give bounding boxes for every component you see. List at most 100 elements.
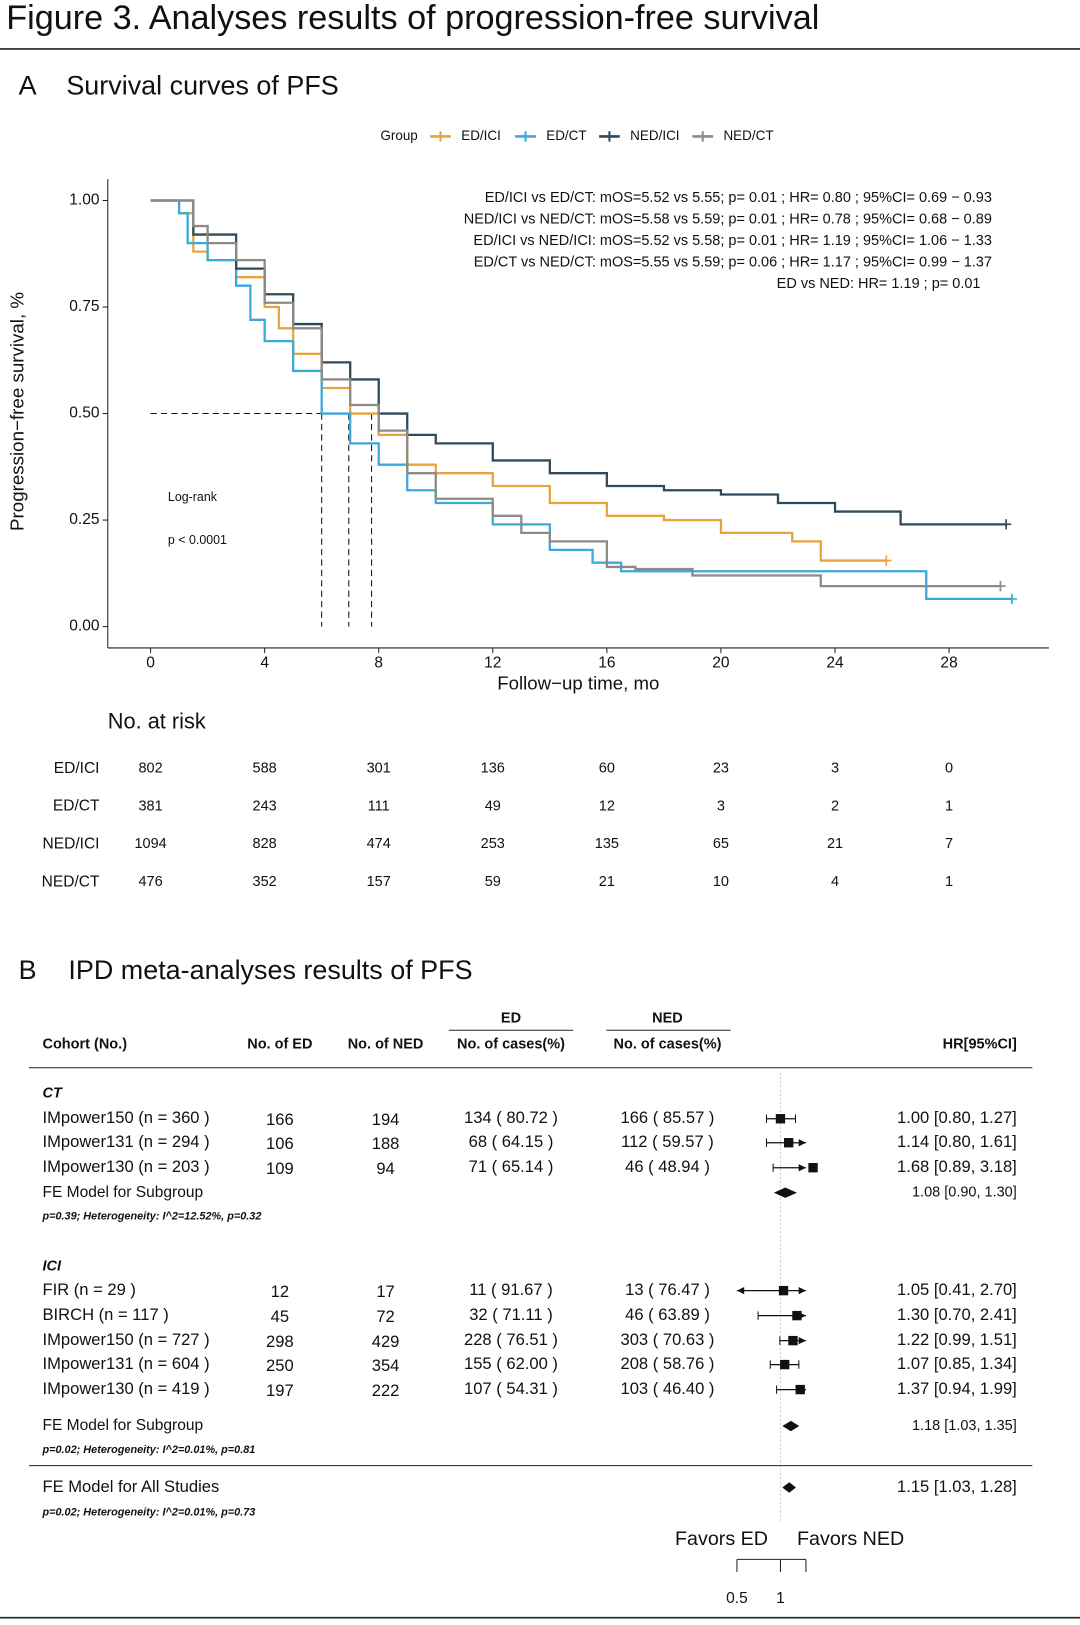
risk-count: 7 [945,836,953,852]
risk-count: 301 [367,761,391,777]
point-estimate [780,1359,790,1370]
test-label: Log-rank [168,490,218,504]
annotation: ED/ICI vs ED/CT: mOS=5.52 vs 5.55; p= 0.… [485,190,992,206]
risk-count: 111 [368,798,390,814]
point-estimate [784,1138,794,1148]
risk-count: 23 [713,761,729,777]
point-estimate [775,1114,786,1124]
x-tick-label: 0 [146,655,155,672]
hr-label: 1.05 [0.41, 2.70] [897,1280,1017,1299]
risk-count: 3 [831,761,839,777]
risk-count: 828 [253,836,277,852]
legend-label: ED/CT [546,128,586,143]
cases-ed: 71 ( 65.14 ) [469,1157,554,1176]
y-tick-label: 0.50 [69,405,100,422]
x-tick-label: 4 [260,655,269,672]
cases-ed: 155 ( 62.00 ) [464,1354,558,1373]
risk-count: 802 [138,761,162,777]
risk-count: 2 [831,798,839,814]
column-header: No. of cases(%) [614,1037,722,1053]
cases-ned: 103 ( 46.40 ) [621,1379,715,1398]
cases-ned: 166 ( 85.57 ) [621,1108,715,1127]
y-tick-label: 0.25 [69,511,100,528]
n-ned: 72 [376,1307,394,1326]
column-header: Cohort (No.) [42,1037,127,1053]
x-tick-label: 28 [940,655,957,672]
x-tick-label: 0.5 [726,1590,748,1607]
risk-count: 588 [253,761,277,777]
favors-label: Favors NED [797,1528,904,1550]
x-tick-label: 12 [484,655,501,672]
survival-curve [150,199,1012,601]
ci-arrow [798,1336,806,1345]
risk-count: 0 [945,761,953,777]
n-ned: 194 [372,1110,400,1129]
risk-row-label: NED/ICI [43,835,100,852]
risk-count: 136 [481,761,505,777]
point-estimate [808,1163,818,1173]
risk-table-title: No. at risk [108,709,206,734]
point-estimate [792,1310,802,1321]
n-ned: 354 [372,1356,400,1375]
risk-count: 49 [485,798,501,814]
summary-label: 1.08 [0.90, 1.30] [912,1185,1017,1201]
heterogeneity: p=0.02; Heterogeneity: I^2=0.01%, p=0.73 [41,1506,255,1518]
group-label: CT [42,1086,62,1102]
legend-label: NED/CT [723,128,773,143]
censor-mark [881,555,892,566]
n-ed: 166 [266,1110,294,1129]
risk-count: 253 [481,836,505,852]
n-ned: 17 [376,1282,394,1301]
hr-label: 1.00 [0.80, 1.27] [897,1108,1017,1127]
column-header: No. of ED [247,1037,312,1053]
figure-title: Figure 3. Analyses results of progressio… [6,0,819,37]
cohort: IMpower130 (n = 419 ) [42,1379,209,1398]
heterogeneity: p=0.39; Heterogeneity: I^2=12.52%, p=0.3… [41,1211,261,1223]
risk-count: 157 [367,874,391,890]
n-ned: 222 [372,1381,400,1400]
y-tick-label: 1.00 [69,192,100,209]
cohort: IMpower150 (n = 727 ) [42,1330,209,1349]
legend-title: Group [380,128,417,143]
point-estimate [778,1285,789,1296]
summary-diamond [782,1420,800,1432]
hr-label: 1.07 [0.85, 1.34] [897,1354,1017,1373]
risk-count: 1 [945,874,953,890]
n-ed: 109 [266,1159,294,1178]
annotation: ED vs NED: HR= 1.19 ; p= 0.01 [777,276,981,292]
cases-ed: 68 ( 64.15 ) [469,1132,554,1151]
cohort: BIRCH (n = 117 ) [42,1305,168,1324]
cohort: IMpower131 (n = 604 ) [42,1354,209,1373]
panel-title: Survival curves of PFS [66,71,338,101]
x-axis-label: Follow−up time, mo [497,672,659,693]
cases-ed: 107 ( 54.31 ) [464,1379,558,1398]
panel-title: IPD meta-analyses results of PFS [68,955,472,985]
summary-name: FE Model for Subgroup [42,1184,203,1201]
n-ed: 45 [271,1307,289,1326]
censor-mark [1000,519,1012,530]
cases-ned: 303 ( 70.63 ) [621,1330,715,1349]
risk-count: 1094 [134,836,166,852]
risk-count: 135 [595,836,619,852]
header: NED [652,1011,683,1027]
risk-count: 243 [253,798,277,814]
summary-diamond [773,1187,797,1198]
summary-name: FE Model for All Studies [42,1477,219,1496]
risk-count: 21 [599,874,615,890]
summary-label: 1.18 [1.03, 1.35] [912,1418,1017,1434]
hr-label: 1.30 [0.70, 2.41] [897,1305,1017,1324]
ci-arrow [798,1139,806,1147]
x-tick-label: 8 [374,655,383,672]
x-tick-label: 20 [712,655,730,672]
legend-marker [697,131,708,142]
legend-marker [520,131,531,142]
cases-ed: 228 ( 76.51 ) [464,1330,558,1349]
n-ned: 94 [376,1159,394,1178]
risk-count: 12 [599,798,615,814]
cohort: IMpower150 (n = 360 ) [42,1108,209,1127]
y-tick-label: 0.75 [69,298,100,315]
risk-count: 381 [138,798,162,814]
annotation: NED/ICI vs NED/CT: mOS=5.58 vs 5.59; p= … [464,211,992,227]
group-label: ICI [42,1258,61,1274]
survival-curve [150,199,1007,526]
